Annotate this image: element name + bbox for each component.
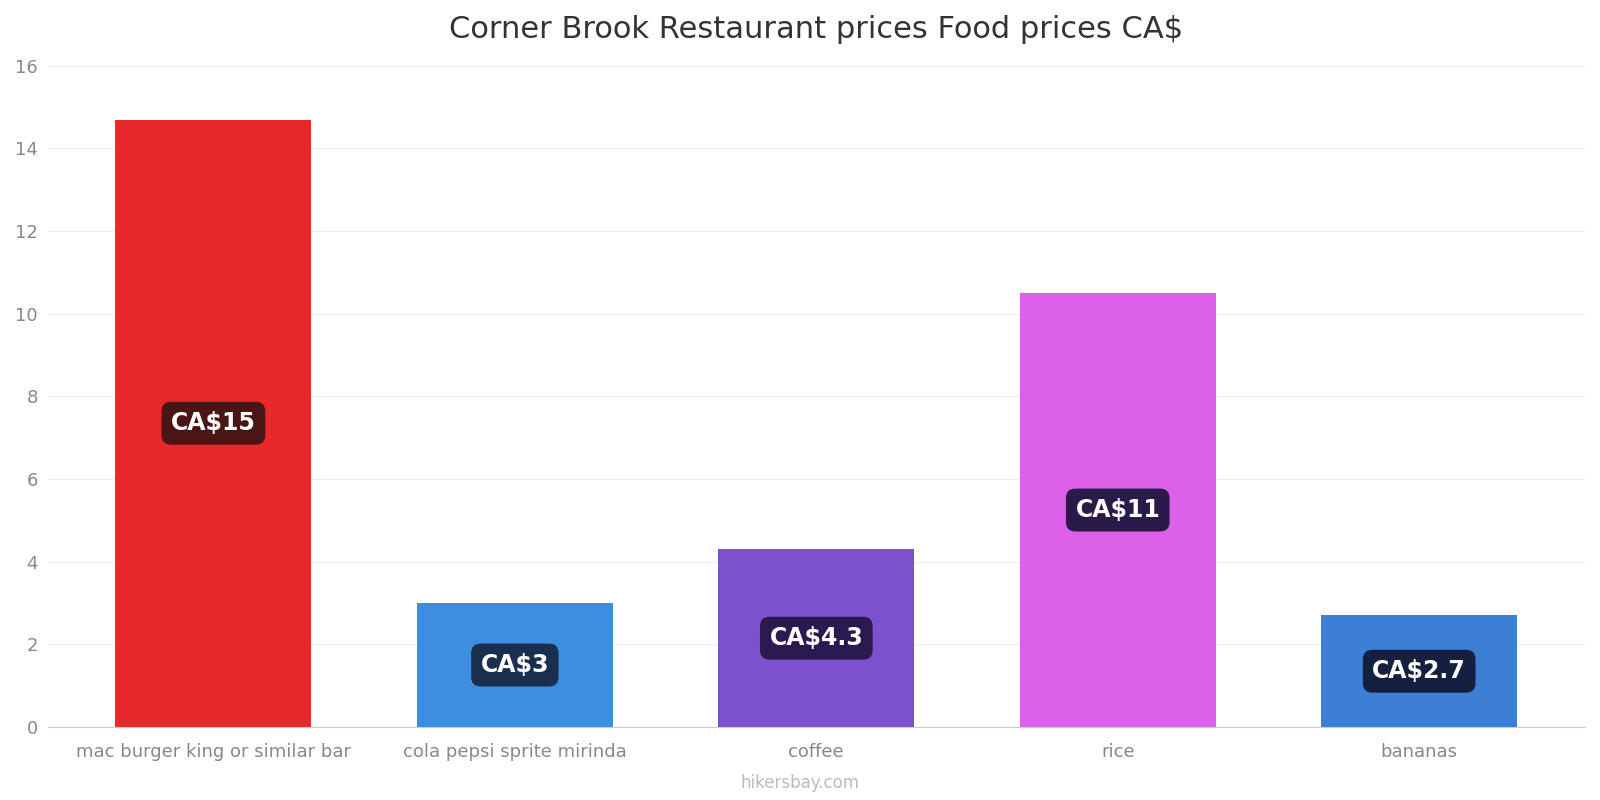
Title: Corner Brook Restaurant prices Food prices CA$: Corner Brook Restaurant prices Food pric… bbox=[450, 15, 1184, 44]
Text: CA$2.7: CA$2.7 bbox=[1373, 659, 1466, 683]
Bar bbox=[1019, 293, 1216, 727]
Text: hikersbay.com: hikersbay.com bbox=[741, 774, 859, 792]
Bar bbox=[1322, 615, 1517, 727]
Text: CA$15: CA$15 bbox=[171, 411, 256, 435]
Bar bbox=[718, 550, 914, 727]
Text: CA$3: CA$3 bbox=[480, 653, 549, 677]
Bar bbox=[418, 603, 613, 727]
Text: CA$4.3: CA$4.3 bbox=[770, 626, 862, 650]
Bar bbox=[115, 119, 312, 727]
Text: CA$11: CA$11 bbox=[1075, 498, 1160, 522]
